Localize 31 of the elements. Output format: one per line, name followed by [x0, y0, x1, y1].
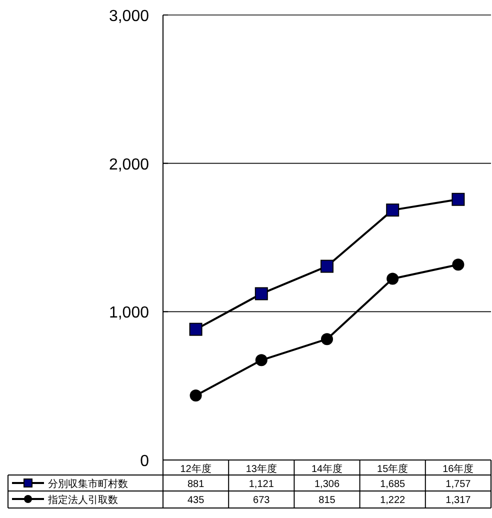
data-label: 1,306: [314, 479, 340, 490]
data-label: 815: [318, 495, 336, 506]
x-tick-label: 14年度: [311, 463, 343, 475]
y-tick-label: 1,000: [108, 304, 150, 322]
legend-label: 指定法人引取数: [47, 494, 118, 506]
point: [386, 272, 399, 285]
point: [320, 260, 334, 273]
y-tick-label: 0: [140, 453, 150, 470]
x-tick-label: 13年度: [246, 463, 277, 475]
y-tick-label: 3,000: [108, 8, 150, 25]
data-label: 673: [253, 495, 270, 506]
point: [255, 354, 268, 366]
point: [321, 333, 333, 346]
data-label: 1,222: [380, 495, 406, 506]
legend-label: 分別収集市町村数: [48, 478, 128, 490]
data-label: 1,121: [248, 479, 274, 490]
x-tick-label: 15年度: [377, 463, 408, 475]
point: [386, 204, 400, 217]
point: [452, 192, 465, 206]
data-label: 881: [187, 479, 205, 490]
x-tick-label: 12年度: [180, 463, 212, 475]
data-label: 435: [187, 495, 205, 506]
x-tick-label: 16年度: [442, 463, 474, 475]
point: [452, 258, 464, 271]
data-label: 1,317: [446, 495, 472, 506]
point: [190, 389, 202, 402]
data-label: 1,685: [380, 479, 406, 490]
data-label: 1,757: [446, 479, 472, 490]
point: [254, 287, 268, 300]
y-tick-label: 2,000: [108, 156, 150, 174]
point: [189, 322, 202, 336]
